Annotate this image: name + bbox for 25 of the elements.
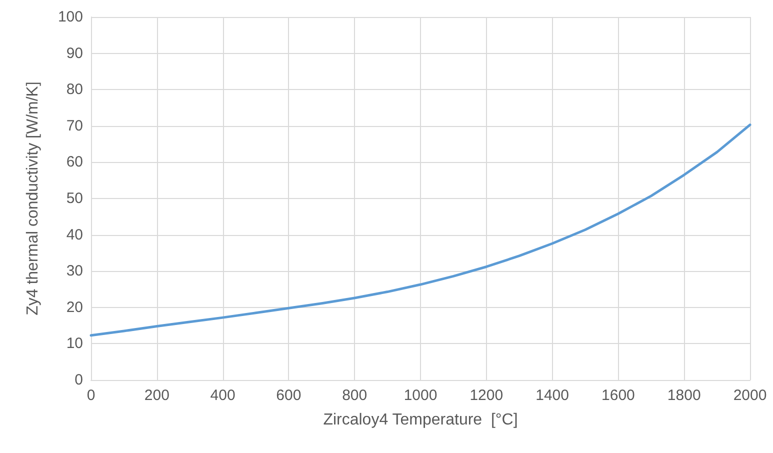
x-tick-label: 800 bbox=[342, 387, 368, 404]
y-tick-label: 20 bbox=[66, 298, 83, 316]
x-tick-label: 1400 bbox=[536, 387, 569, 404]
x-tick-label: 0 bbox=[86, 387, 96, 404]
y-tick-label: 40 bbox=[66, 226, 83, 244]
y-tick-label: 10 bbox=[66, 335, 83, 352]
x-tick-label: 1800 bbox=[667, 387, 701, 404]
y-tick-label: 100 bbox=[58, 8, 83, 26]
x-tick-label: 600 bbox=[276, 387, 302, 404]
x-tick-label: 1600 bbox=[602, 387, 635, 404]
x-tick-label: 400 bbox=[210, 387, 236, 404]
y-tick-label: 90 bbox=[66, 44, 83, 62]
y-tick-label: 70 bbox=[66, 117, 83, 134]
x-axis-title: Zircaloy4 Temperature [°C] bbox=[323, 412, 518, 428]
x-tick-label: 1000 bbox=[404, 387, 438, 404]
y-axis-title: Zy4 thermal conductivity [W/m/K] bbox=[24, 82, 42, 316]
y-tick-label: 30 bbox=[66, 262, 83, 280]
x-tick-label: 200 bbox=[144, 387, 170, 404]
x-tick-label: 2000 bbox=[733, 387, 767, 404]
line-series bbox=[90, 124, 752, 337]
y-tick-label: 50 bbox=[66, 190, 83, 207]
y-tick-label: 60 bbox=[66, 154, 83, 171]
y-tick-label: 0 bbox=[74, 372, 83, 388]
x-tick-label: 1200 bbox=[470, 387, 504, 404]
y-tick-label: 80 bbox=[66, 81, 83, 98]
